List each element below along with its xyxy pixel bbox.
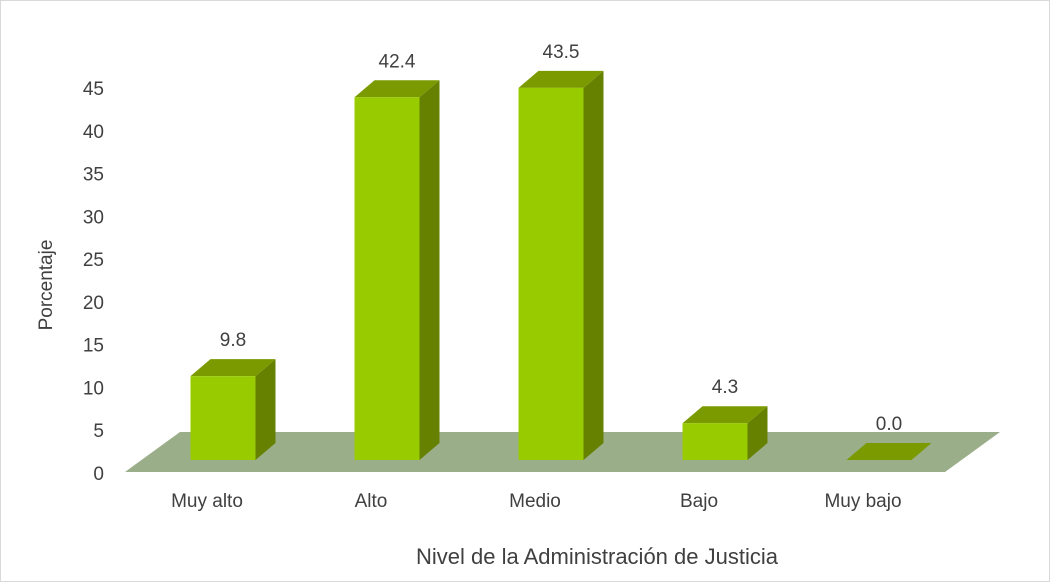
x-tick-label: Muy bajo [824, 491, 901, 512]
x-tick-label: Medio [509, 491, 561, 512]
y-tick-label: 25 [83, 250, 104, 271]
y-tick-label: 35 [83, 165, 104, 186]
x-axis-title: Nivel de la Administración de Justicia [416, 544, 779, 569]
x-tick-label: Muy alto [171, 491, 243, 512]
y-tick-label: 10 [83, 378, 104, 399]
bar-side [583, 70, 604, 460]
y-tick-label: 30 [83, 207, 104, 228]
bar-top [846, 443, 932, 460]
y-tick-label: 40 [83, 122, 104, 143]
bar-side [255, 359, 276, 460]
y-tick-label: 0 [93, 464, 104, 485]
value-label: 42.4 [379, 51, 416, 72]
y-tick-label: 15 [83, 336, 104, 357]
y-tick-label: 20 [83, 293, 104, 314]
x-tick-label: Alto [355, 491, 388, 512]
bar [682, 423, 748, 460]
value-label: 4.3 [712, 377, 738, 398]
bar-top [190, 359, 276, 377]
bar [354, 97, 420, 460]
bar-top [518, 70, 604, 88]
y-axis-title: Porcentaje [36, 240, 57, 331]
value-label: 9.8 [220, 330, 246, 351]
bar-top [354, 80, 440, 98]
value-label: 43.5 [543, 42, 580, 63]
bar-side [419, 80, 440, 460]
bar-side [747, 406, 768, 460]
y-tick-label: 5 [93, 421, 104, 442]
x-tick-label: Bajo [680, 491, 718, 512]
bar [190, 376, 256, 460]
y-tick-label: 45 [83, 79, 104, 100]
bar-top [682, 406, 768, 424]
value-label: 0.0 [876, 414, 902, 435]
bar [518, 87, 584, 460]
